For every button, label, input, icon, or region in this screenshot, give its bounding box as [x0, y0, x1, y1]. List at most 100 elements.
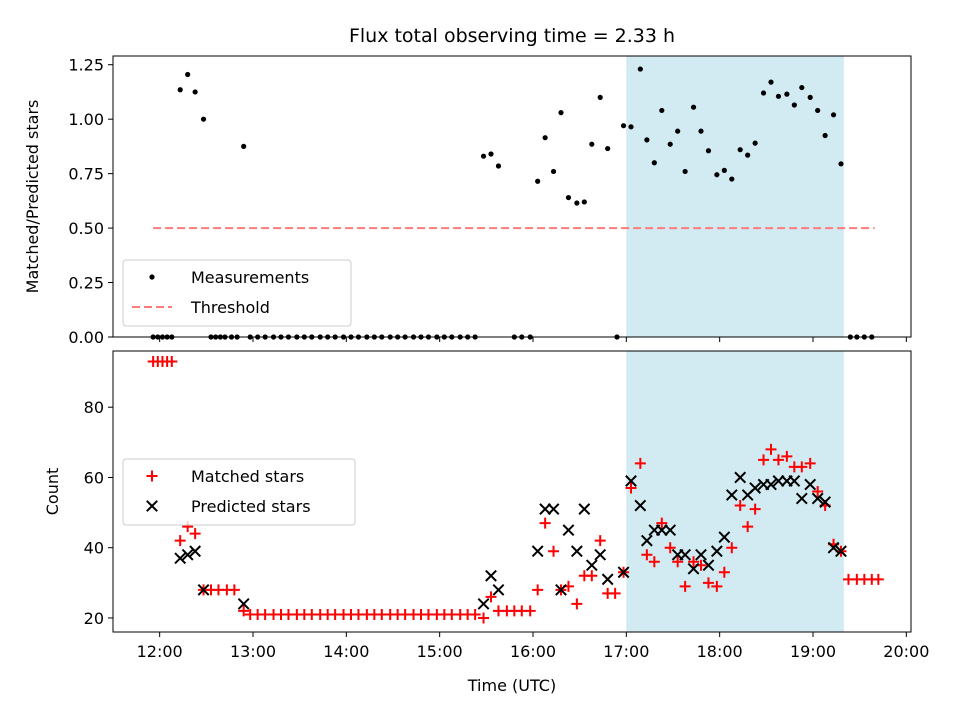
matched-stars-point: [524, 605, 536, 617]
predicted-stars-point: [664, 524, 677, 537]
measurements-point: [480, 153, 487, 159]
predicted-stars-point: [687, 562, 700, 575]
y-tick-label: 0.50: [68, 219, 104, 238]
matched-stars-point: [228, 584, 240, 596]
predicted-stars-point: [492, 583, 505, 596]
measurements-point: [550, 168, 557, 175]
measurements-point: [542, 135, 548, 141]
ratio-x-axis: [159, 337, 907, 342]
predicted-stars-point: [640, 534, 653, 547]
predicted-stars-point: [485, 569, 497, 582]
measurements-point: [605, 145, 611, 152]
measurements-point: [745, 152, 751, 158]
matched-stars-point: [672, 556, 684, 568]
measurements-point: [535, 178, 541, 184]
matched-stars-point: [772, 454, 784, 466]
measurements-point: [589, 141, 595, 147]
chart-title: Flux total observing time = 2.33 h: [349, 25, 675, 47]
matched-stars-point: [548, 545, 560, 557]
y-tick-label: 0.75: [68, 165, 104, 184]
predicted-stars-point: [625, 475, 637, 487]
measurements-point: [241, 143, 247, 149]
x-tick-label: 19:00: [790, 642, 836, 661]
matched-stars-point: [532, 584, 544, 596]
matched-stars-point: [796, 461, 808, 473]
count-axes-frame: [112, 350, 912, 633]
matched-stars-point: [469, 608, 481, 620]
matched-stars-point: [174, 535, 186, 547]
predicted-stars-point: [679, 548, 692, 561]
count-legend-box: [122, 458, 356, 526]
x-tick-label: 16:00: [510, 642, 556, 661]
predicted-stars-point: [617, 566, 630, 579]
measurements-point: [620, 123, 627, 129]
x-tick-label: 14:00: [323, 642, 369, 661]
measurements-point: [830, 112, 837, 118]
count-y-axis-label: Count: [43, 468, 62, 516]
ratio-y-axis: 0.00 0.25 0.50 0.75 1.00 1.25: [68, 56, 113, 347]
matched-stars-point: [812, 486, 824, 497]
predicted-stars-point: [477, 597, 490, 610]
measurements-point: [644, 137, 650, 143]
predicted-stars-point: [570, 545, 583, 558]
measurements-point: [752, 140, 758, 146]
predicted-stars-point: [695, 548, 707, 561]
ratio-y-axis-label: Matched/Predicted stars: [23, 100, 42, 294]
matched-stars-point: [571, 598, 583, 610]
measurements-point: [495, 163, 502, 169]
measurements-point: [737, 147, 743, 153]
legend-label-threshold: Threshold: [190, 298, 270, 317]
matched-stars-point: [485, 591, 497, 603]
x-tick-label: 17:00: [603, 642, 649, 661]
predicted-stars-point: [197, 583, 210, 596]
measurements-point: [628, 124, 634, 130]
matched-stars-point: [804, 457, 816, 469]
predicted-stars-point: [835, 545, 847, 558]
measurements-point: [659, 107, 665, 114]
legend-symbol: [146, 500, 158, 512]
predicted-stars-point: [702, 559, 715, 572]
y-tick-label: 1.00: [68, 110, 104, 129]
legend-label-predicted-stars: Predicted stars: [191, 497, 311, 516]
predicted-stars-point: [562, 524, 575, 537]
predicted-stars-point: [585, 559, 598, 572]
predicted-stars-point: [634, 499, 647, 512]
predicted-stars-point: [819, 496, 832, 508]
count-x-axis: 12:00 13:00 14:00 15:00 16:00 17:00 18:00 19:00…: [137, 632, 929, 661]
predicted-stars-point: [725, 489, 738, 501]
measurements-point: [200, 116, 207, 122]
predicted-stars-point: [734, 471, 747, 484]
ratio-panel: 0.00 0.25 0.50 0.75 1.00 1.25 Flux total obse…: [23, 25, 912, 347]
measurements-point: [185, 71, 191, 78]
legend-marker-measurements: [149, 274, 155, 280]
legend-label-measurements: Measurements: [191, 268, 309, 287]
matched-stars-point: [749, 503, 761, 515]
x-tick-label: 20:00: [883, 642, 929, 661]
y-tick-label: 0.00: [68, 328, 104, 347]
legend-label-matched-stars: Matched stars: [191, 467, 304, 486]
measurements-point: [822, 132, 828, 139]
measurements-point: [690, 104, 697, 110]
matched-stars-point: [478, 612, 490, 624]
ratio-legend-box: [122, 259, 352, 327]
legend-symbol: [149, 274, 155, 280]
measurements-point: [675, 128, 681, 134]
matched-stars-point: [189, 528, 201, 540]
legend-marker-predicted-stars: [146, 500, 158, 512]
predicted-stars-point: [531, 545, 544, 558]
predicted-stars-point: [804, 478, 817, 491]
predicted-stars-point: [827, 541, 840, 554]
measurements-point: [565, 194, 572, 201]
y-tick-label: 60: [84, 468, 104, 487]
matched-stars-point: [679, 580, 691, 592]
y-tick-label: 40: [84, 539, 104, 558]
measurements-point: [177, 87, 183, 93]
measurements-point: [574, 200, 580, 206]
matched-stars-point: [664, 542, 676, 554]
measurements-point: [714, 172, 720, 178]
matched-stars-point: [641, 549, 653, 561]
measurements-point: [775, 93, 782, 99]
measurements-point: [558, 110, 564, 116]
predicted-stars-point: [655, 524, 668, 537]
